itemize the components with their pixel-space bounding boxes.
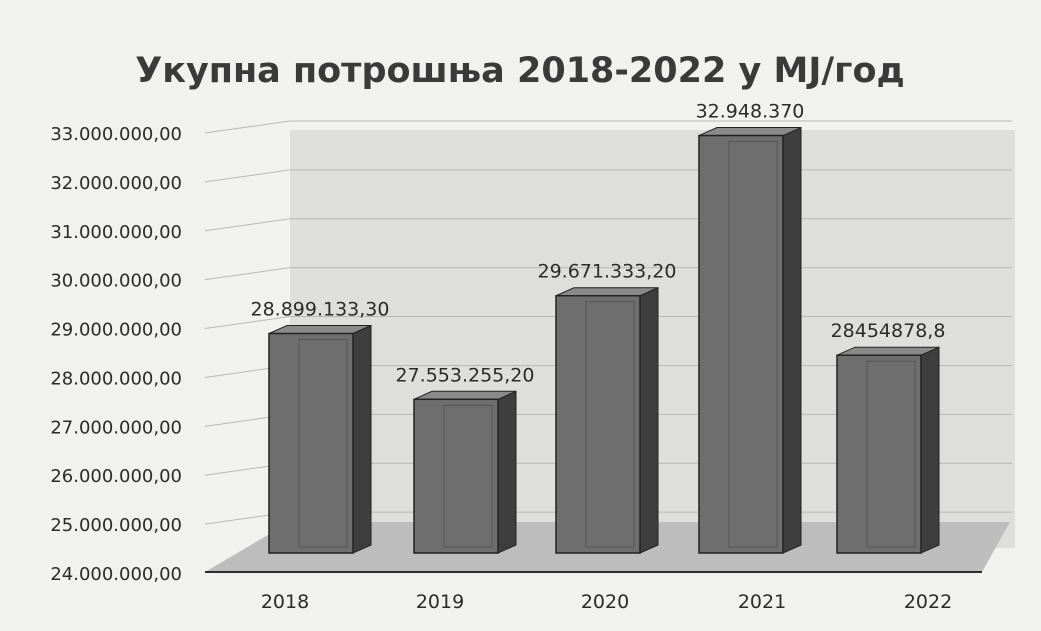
gridline-depth	[204, 120, 291, 134]
y-tick-label: 29.000.000,00	[50, 320, 182, 341]
bar-front	[836, 354, 922, 554]
gridline-depth	[204, 169, 291, 183]
bar-front	[413, 398, 499, 554]
bar-top	[836, 346, 940, 356]
bar-inner-edge	[443, 404, 493, 548]
data-label: 27.553.255,20	[395, 364, 534, 386]
bar: 32.948.370	[696, 101, 805, 554]
y-tick-label: 27.000.000,00	[50, 417, 182, 438]
bar-inner-edge	[866, 360, 916, 548]
bar: 27.553.255,20	[395, 364, 535, 554]
bar-side	[352, 324, 372, 554]
y-tick-label: 31.000.000,00	[50, 222, 182, 243]
bar: 28.899.133,30	[250, 298, 390, 554]
bar: 28454878,8	[831, 320, 946, 554]
bar: 29.671.333,20	[537, 261, 677, 554]
x-tick-label: 2020	[581, 591, 629, 613]
bar-top	[268, 324, 372, 334]
bar-inner-edge	[585, 301, 635, 548]
gridline-depth	[204, 267, 291, 281]
data-label: 28454878,8	[831, 320, 946, 342]
y-tick-label: 28.000.000,00	[50, 368, 182, 389]
bar-side	[639, 286, 659, 554]
data-label: 29.671.333,20	[537, 261, 676, 283]
bar-top	[555, 287, 659, 297]
y-tick-label: 24.000.000,00	[50, 564, 182, 585]
x-tick-label: 2021	[738, 591, 786, 613]
x-tick-label: 2018	[261, 591, 309, 613]
bar-side	[782, 126, 802, 554]
data-label: 28.899.133,30	[250, 298, 389, 320]
bar-front	[268, 332, 354, 554]
bar-side	[920, 346, 940, 554]
y-tick-label: 32.000.000,00	[50, 173, 182, 194]
x-axis-labels: 2018 2019 2020 2021 2022	[261, 591, 952, 613]
y-tick-label: 26.000.000,00	[50, 466, 182, 487]
y-tick-label: 30.000.000,00	[50, 271, 182, 292]
bars: 28.899.133,30 27.553.255,20 29.671.333,20 3…	[250, 101, 946, 554]
bar-front	[698, 134, 784, 554]
gridline-depth	[204, 218, 291, 232]
bar-front	[555, 294, 641, 554]
x-tick-label: 2019	[416, 591, 464, 613]
y-tick-label: 25.000.000,00	[50, 515, 182, 536]
data-label: 32.948.370	[696, 101, 805, 123]
bar-top	[413, 390, 517, 400]
bar-top	[698, 127, 802, 137]
chart-title: Укупна потрошња 2018-2022 у MJ/год	[135, 51, 905, 91]
x-tick-label: 2022	[904, 591, 952, 613]
y-tick-label: 33.000.000,00	[50, 124, 182, 145]
bar-side	[497, 390, 517, 554]
y-axis: 24.000.000,00 25.000.000,00 26.000.000,00 2…	[50, 124, 982, 585]
bar-inner-edge	[728, 141, 778, 548]
bar-inner-edge	[298, 338, 348, 548]
gridline-depth	[204, 316, 291, 330]
